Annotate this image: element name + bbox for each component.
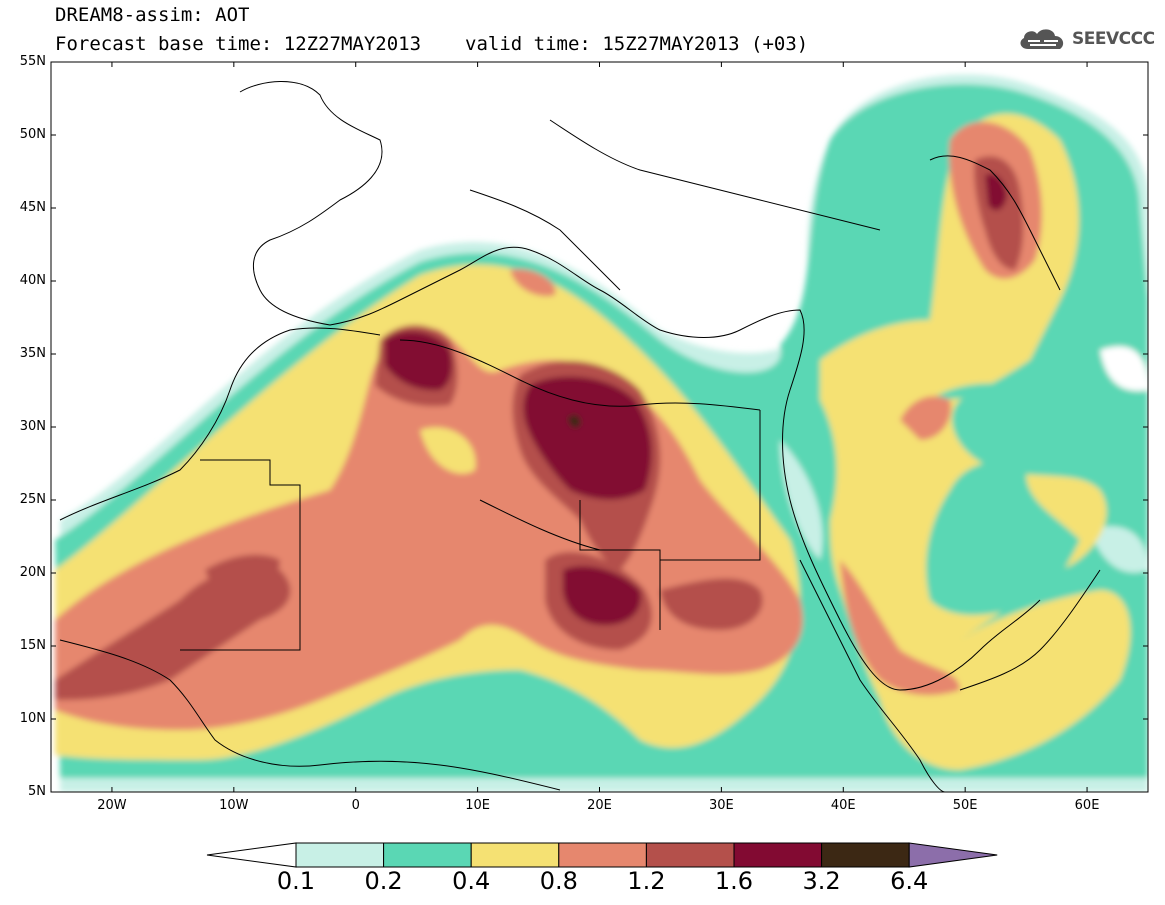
lon-label: 50E (952, 798, 978, 813)
colorbar-label: 1.2 (627, 867, 666, 895)
colorbar-swatch (295, 842, 385, 868)
colorbar-swatch (470, 842, 560, 868)
colorbar-swatch (821, 842, 910, 868)
seevccc-logo: SEEVCCC (1016, 24, 1156, 54)
lat-label: 25N (19, 492, 46, 507)
lat-label: 50N (19, 127, 46, 142)
lat-label: 30N (19, 419, 46, 434)
colorbar-label: 3.2 (802, 867, 841, 895)
lon-label: 0 (351, 798, 360, 813)
lat-label: 15N (19, 638, 46, 653)
colorbar-over-arrow (908, 842, 998, 868)
colorbar-label: 0.2 (364, 867, 403, 895)
lat-label: 10N (19, 711, 46, 726)
colorbar-swatch (733, 842, 823, 868)
lon-label: 40E (830, 798, 856, 813)
lat-label: 20N (19, 565, 46, 580)
valid-time: valid time: 15Z27MAY2013 (+03) (465, 33, 809, 55)
colorbar (206, 842, 998, 868)
lon-label: 20W (97, 798, 127, 813)
lon-label: 60E (1074, 798, 1100, 813)
time-line: Forecast base time: 12Z27MAY2013 valid ti… (55, 34, 808, 54)
coastlines (59, 81, 1101, 793)
colorbar-swatch (558, 842, 647, 868)
colorbar-label: 0.4 (452, 867, 491, 895)
lat-label: 5N (28, 784, 46, 799)
aot-contours (55, 74, 1148, 792)
lon-label: 30E (708, 798, 734, 813)
lat-label: 55N (19, 54, 46, 69)
lat-label: 40N (19, 273, 46, 288)
product-title: DREAM8-assim: AOT (55, 4, 250, 26)
base-time: Forecast base time: 12Z27MAY2013 (55, 33, 422, 55)
colorbar-under-arrow (206, 842, 297, 868)
colorbar-label: 0.1 (276, 867, 316, 895)
colorbar-swatch (383, 842, 472, 868)
colorbar-label: 6.4 (890, 867, 929, 895)
colorbar-swatch (645, 842, 735, 868)
lat-label: 35N (19, 346, 46, 361)
lat-label: 45N (19, 200, 46, 215)
lon-label: 10E (465, 798, 490, 813)
lon-label: 20E (587, 798, 612, 813)
colorbar-label: 0.8 (539, 867, 578, 895)
cloud-icon (1020, 29, 1064, 49)
lon-label: 10W (219, 798, 249, 813)
logo-text: SEEVCCC (1072, 29, 1155, 49)
colorbar-label: 1.6 (714, 867, 754, 895)
